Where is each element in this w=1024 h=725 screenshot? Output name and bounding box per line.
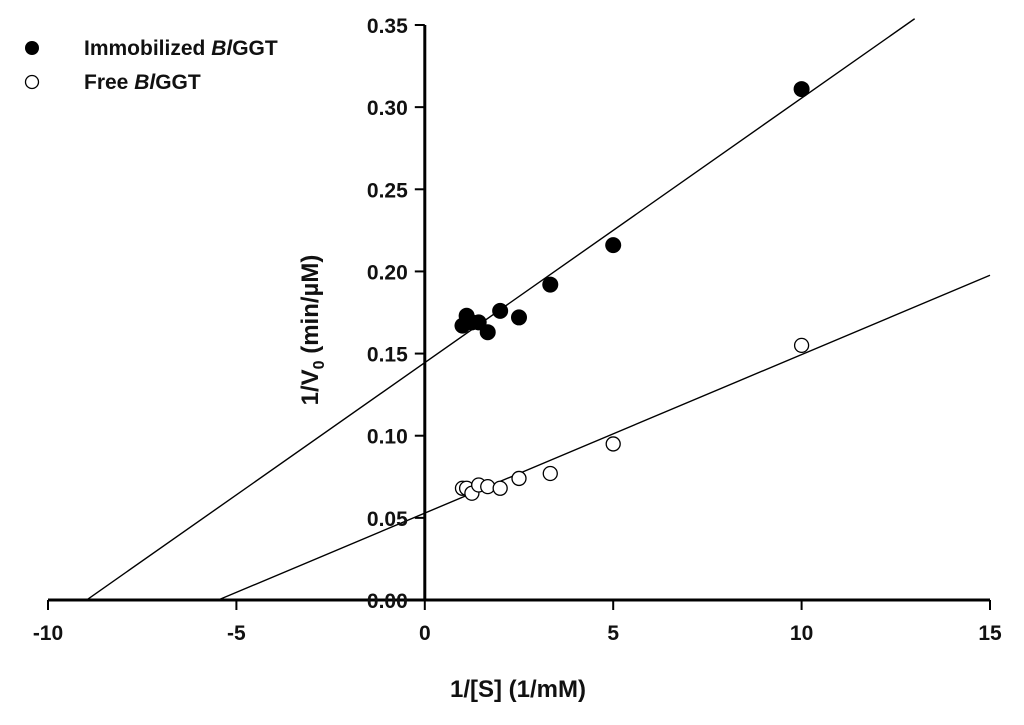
x-axis-title: 1/[S] (1/mM) bbox=[450, 676, 586, 703]
y-tick-label: 0.05 bbox=[367, 508, 408, 531]
x-tick-label: -5 bbox=[227, 622, 246, 645]
legend-marker-free bbox=[24, 74, 40, 90]
axes bbox=[47, 24, 991, 610]
y-tick-label: 0.30 bbox=[367, 97, 408, 120]
point-free bbox=[793, 337, 810, 354]
y-tick-label: 0.35 bbox=[367, 15, 408, 38]
point-free bbox=[511, 470, 527, 487]
fit-line-series-1 bbox=[217, 274, 991, 601]
point-free bbox=[542, 465, 558, 482]
legend-label-free: Free BlGGT bbox=[84, 71, 201, 94]
y-tick-label: 0.15 bbox=[367, 344, 408, 367]
point-immobilized bbox=[511, 309, 527, 326]
x-tick-label: 10 bbox=[790, 622, 813, 645]
point-immobilized bbox=[492, 302, 509, 319]
fit-lines bbox=[85, 18, 991, 602]
x-tick-label: 0 bbox=[419, 622, 431, 645]
x-tick-label: 5 bbox=[607, 622, 619, 645]
point-free bbox=[492, 480, 508, 496]
y-tick-label: 0.00 bbox=[367, 590, 408, 613]
point-immobilized bbox=[793, 81, 810, 98]
legend-label-immobilized: Immobilized BlGGT bbox=[84, 37, 278, 60]
point-immobilized bbox=[542, 276, 559, 293]
data-points bbox=[454, 81, 810, 501]
y-tick-label: 0.10 bbox=[367, 426, 408, 449]
legend: Immobilized BlGGT Free BlGGT bbox=[24, 37, 278, 94]
x-tick-label: -10 bbox=[33, 622, 63, 645]
y-tick-label: 0.20 bbox=[367, 261, 408, 284]
legend-marker-immobilized bbox=[25, 41, 39, 55]
y-axis-title: 1/V0 (min/µM) bbox=[297, 255, 328, 406]
y-tick-label: 0.25 bbox=[367, 179, 408, 202]
point-immobilized bbox=[479, 324, 496, 341]
tick-labels: -10 -5 0 5 10 15 0.00 0.05 0.10 0.15 0.20 0.25 0.30 0… bbox=[33, 15, 1002, 645]
point-immobilized bbox=[605, 237, 622, 254]
point-free bbox=[480, 478, 496, 495]
x-tick-label: 15 bbox=[978, 622, 1002, 645]
point-free bbox=[605, 436, 621, 452]
